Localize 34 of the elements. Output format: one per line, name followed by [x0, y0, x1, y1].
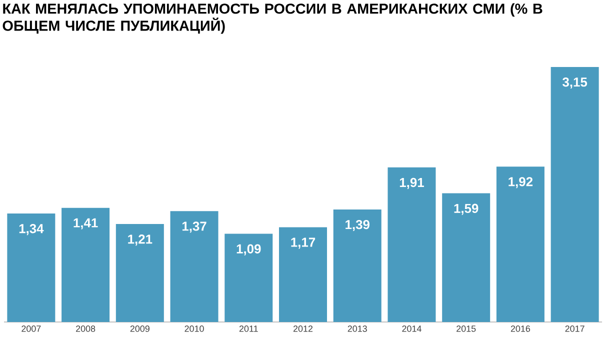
x-tick-label: 2016: [510, 326, 530, 332]
data-label: 1,34: [19, 224, 44, 236]
data-label: 1,92: [508, 177, 533, 188]
x-tick-label: 2010: [184, 326, 204, 332]
data-label: 1,41: [74, 218, 98, 230]
x-tick-label: 2015: [456, 326, 476, 332]
data-label: 1,59: [454, 204, 478, 215]
x-tick-label: 2011: [239, 326, 258, 332]
bar: [62, 208, 110, 322]
bar: [442, 193, 490, 322]
bar: [170, 211, 218, 322]
bar: [116, 224, 164, 322]
x-tick-label: 2007: [22, 326, 41, 332]
bar: [550, 66, 599, 322]
x-tick-label: 2012: [293, 326, 313, 332]
bar: [7, 214, 56, 322]
data-label: 1,39: [346, 220, 370, 232]
bar: [388, 167, 436, 322]
data-label: 1,21: [128, 234, 152, 246]
bar: [496, 166, 544, 322]
x-tick-label: 2009: [130, 326, 150, 332]
bar: [279, 227, 328, 322]
data-label: 3,15: [562, 78, 588, 89]
data-label: 1,09: [236, 244, 261, 256]
x-tick-label: 2013: [348, 326, 367, 332]
x-tick-label: 2014: [402, 326, 422, 332]
data-label: 1,37: [182, 222, 206, 233]
data-label: 1,91: [400, 178, 424, 189]
bar: [224, 234, 273, 322]
x-tick-label: 2017: [565, 326, 584, 332]
chart-title: КАК МЕНЯЛАСЬ УПОМИНАЕМОСТЬ РОССИИ В АМЕРИКАНСКИХ СМИ (% В ОБЩЕМ ЧИСЛЕ ПУБЛИКАЦИЙ): [2, 3, 542, 34]
data-label: 1,17: [291, 238, 316, 249]
bar: [333, 209, 382, 322]
x-tick-label: 2008: [76, 326, 96, 332]
